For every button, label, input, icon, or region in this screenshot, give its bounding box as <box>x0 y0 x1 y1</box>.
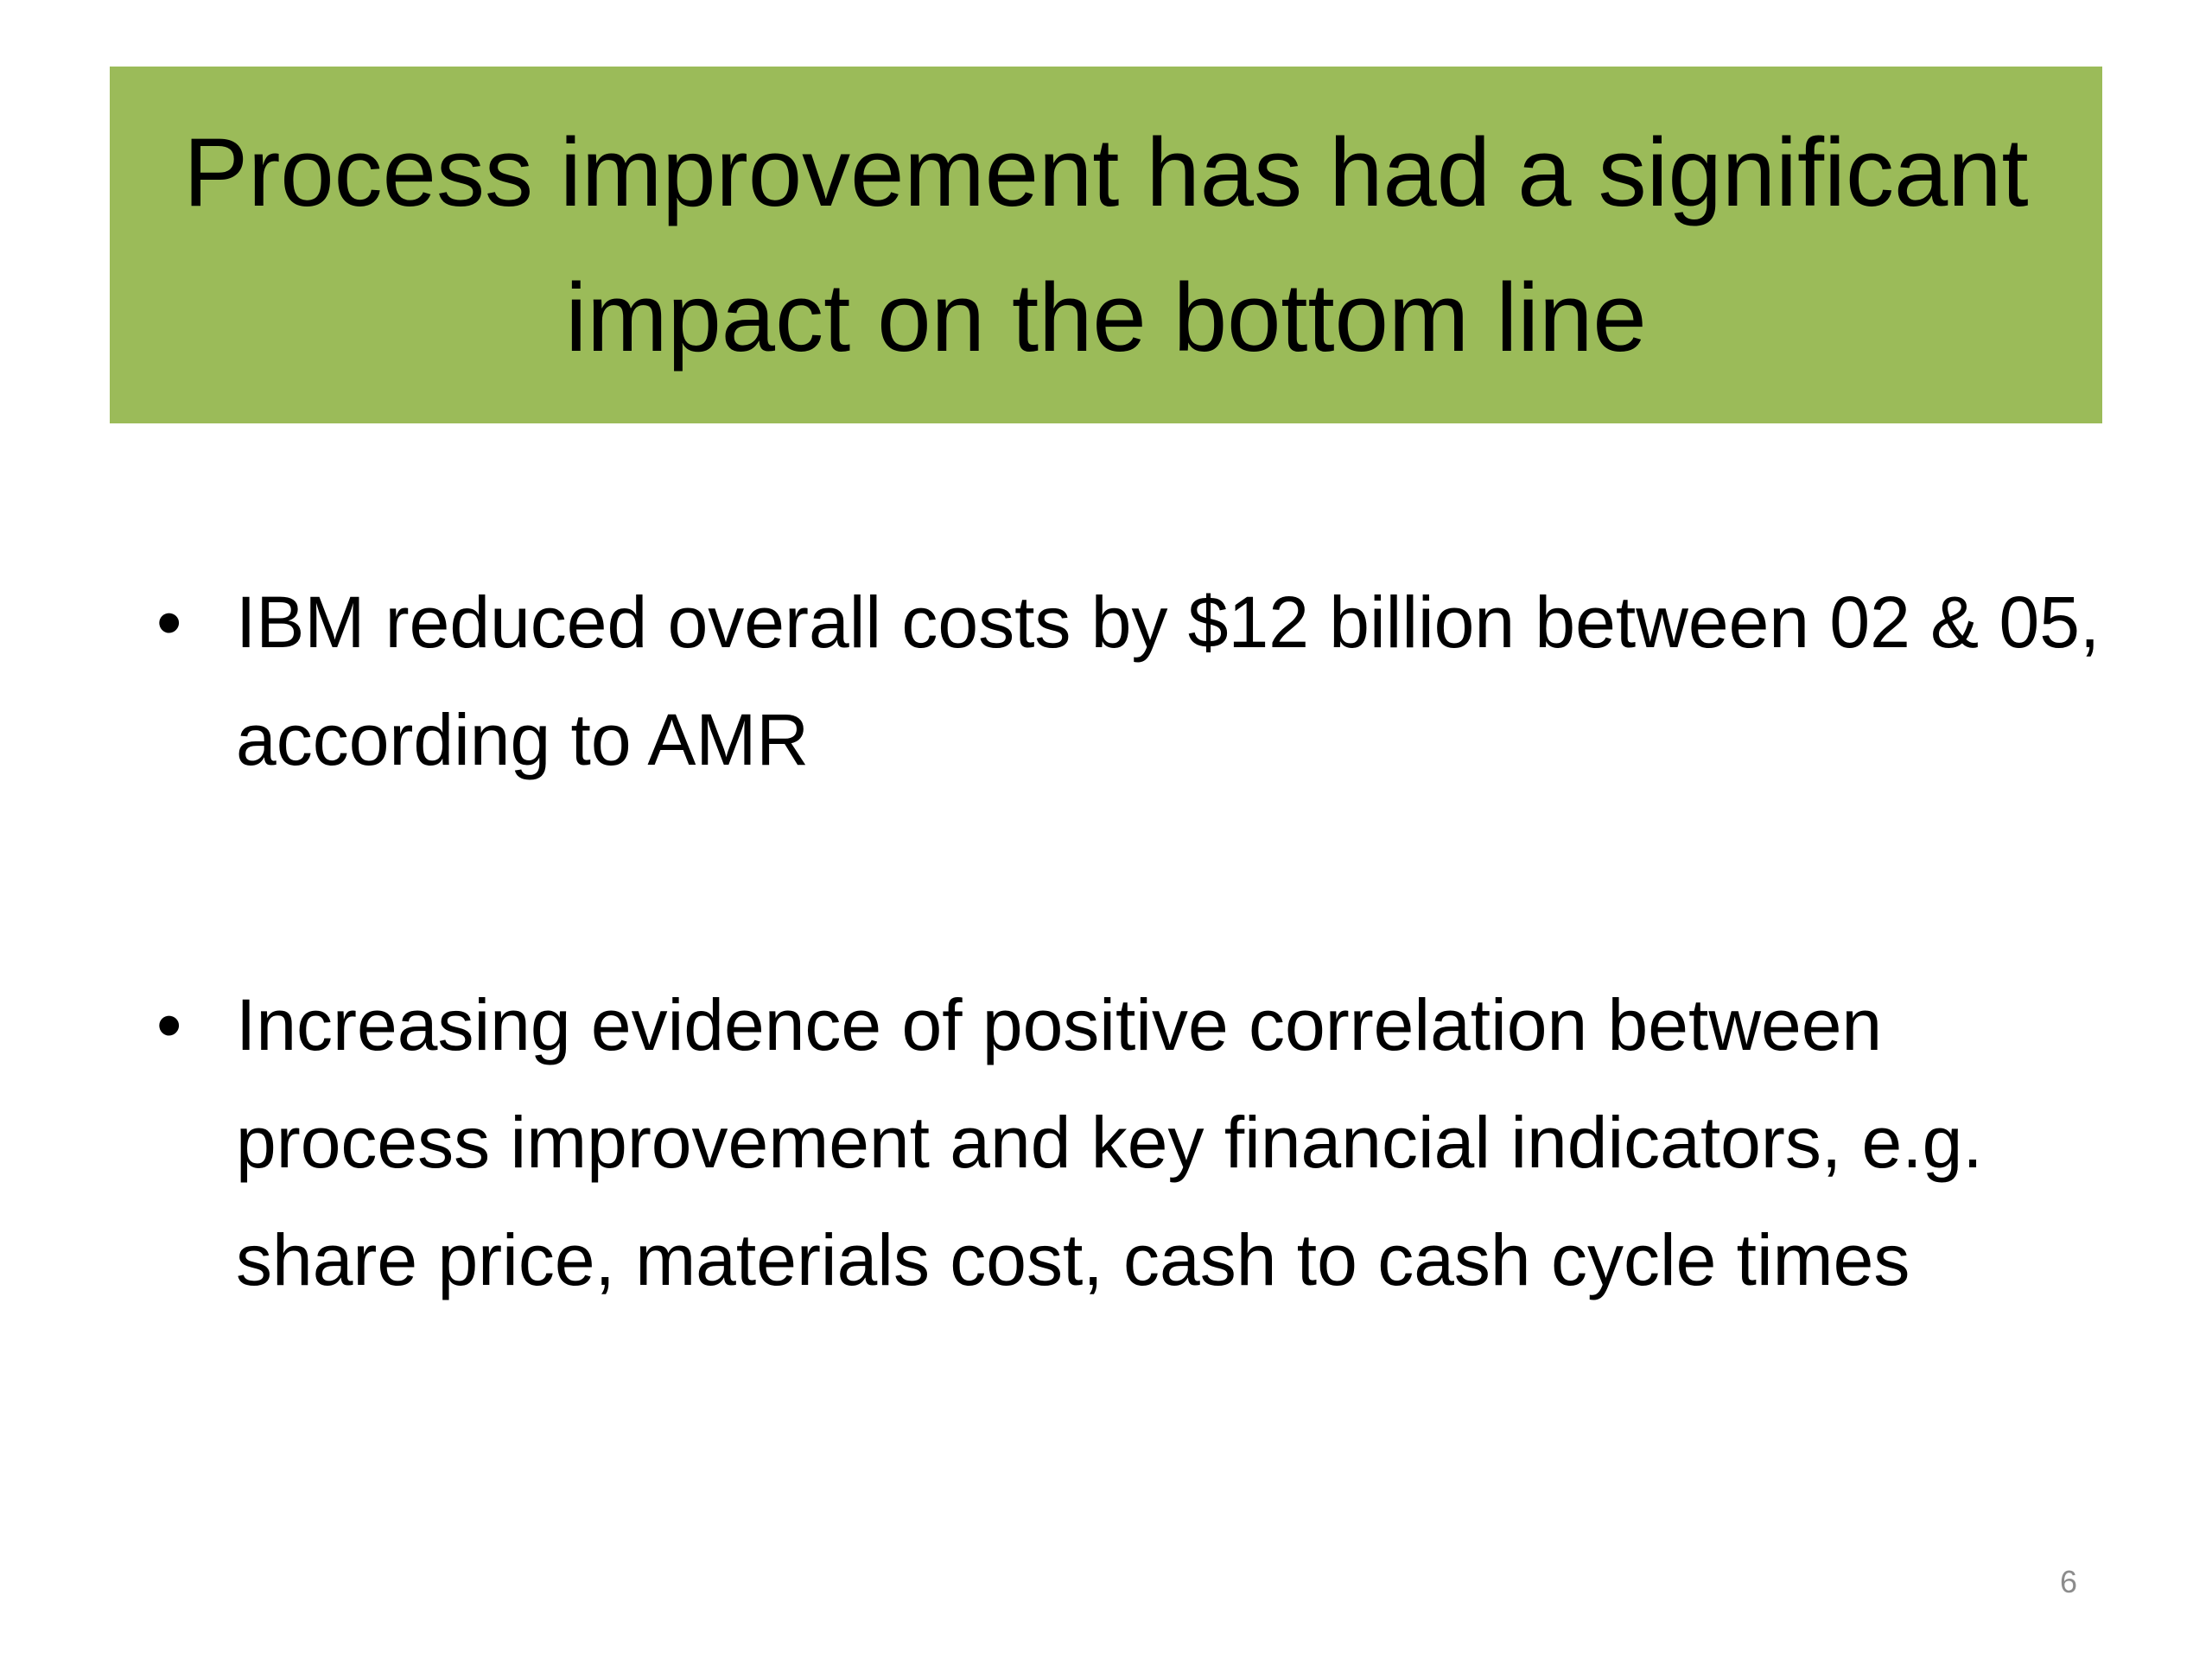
bullet-item: Increasing evidence of positive correlat… <box>156 966 2120 1319</box>
slide-title: Process improvement has had a significan… <box>183 118 2082 372</box>
bullet-item: IBM reduced overall costs by $12 billion… <box>156 563 2120 798</box>
page-number: 6 <box>2059 1564 2078 1599</box>
title-banner: Process improvement has had a significan… <box>110 67 2102 423</box>
